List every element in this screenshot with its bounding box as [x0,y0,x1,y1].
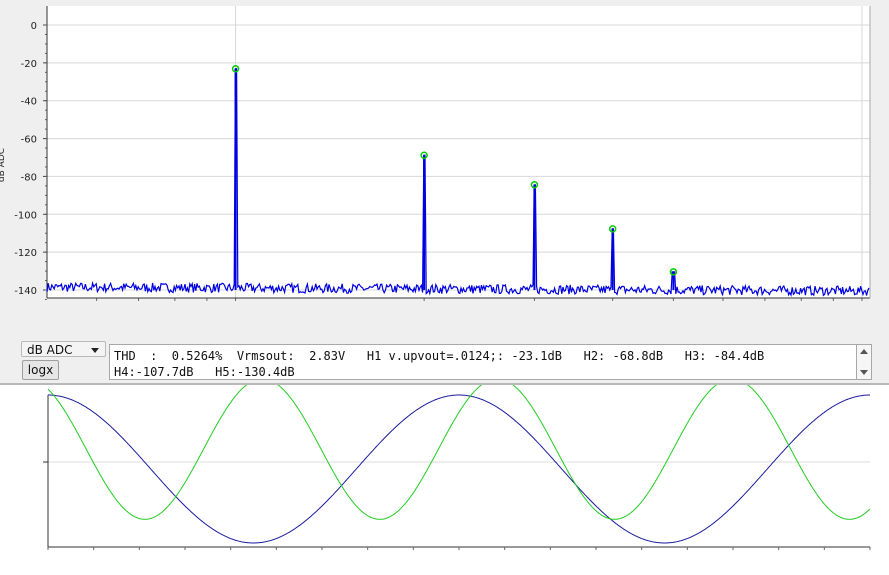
y-tick-label: -100 [14,210,37,221]
unit-select-label: dB ADC [27,343,73,357]
chevron-down-icon [91,348,99,353]
y-axis-label: dB ADC [0,148,7,182]
y-tick-label: -80 [21,172,37,183]
scroll-down-icon[interactable] [860,370,868,375]
harmonic-marker [530,181,539,189]
y-tick-label: -140 [14,286,37,297]
waveform-plot [0,385,889,575]
waveform-background [0,385,889,575]
harmonic-marker [608,225,617,233]
spectrum-plot: 0-20-40-60-80-100-120-140103104dB ADC [0,6,871,301]
y-tick-label: -40 [21,97,37,108]
harmonic-marker [231,64,240,73]
readout-line-1: THD : 0.5264% Vrmsout: 2.83V H1 v.upvout… [114,349,765,363]
readout-scrollbar[interactable] [856,344,872,380]
unit-select[interactable]: dB ADC [21,341,106,357]
y-tick-label: -20 [21,59,37,70]
scroll-up-icon[interactable] [860,349,868,354]
readout-line-2: H4:-107.7dB H5:-130.4dB [114,365,295,379]
plot-background [47,6,870,298]
y-tick-label: -120 [14,248,37,259]
y-tick-label: -60 [21,135,37,146]
harmonic-marker [669,268,678,276]
harmonic-marker [420,151,428,159]
waveform-line [48,394,870,544]
splitter[interactable] [0,383,889,385]
thd-readout: THD : 0.5264% Vrmsout: 2.83V H1 v.upvout… [109,344,857,380]
y-tick-label: 0 [31,21,37,32]
spectrum-trace [46,68,870,297]
logx-button[interactable]: logx [22,360,59,380]
waveform-line [47,385,871,520]
spectrum-svg: 0-20-40-60-80-100-120-140103104dB ADC [0,6,871,301]
